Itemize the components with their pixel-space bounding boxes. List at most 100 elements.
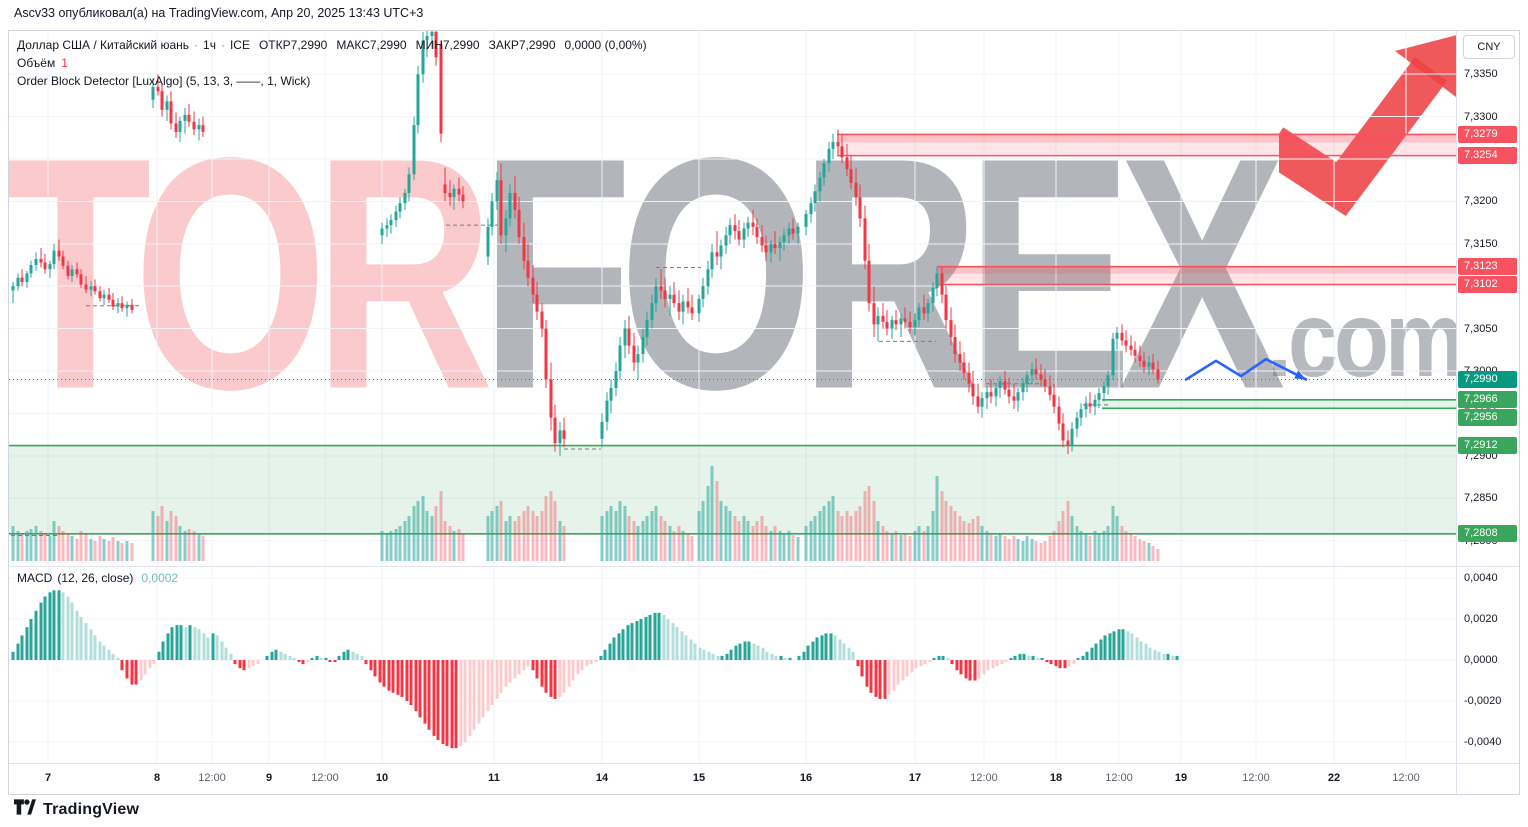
macd-bar bbox=[184, 627, 188, 660]
candle-body bbox=[187, 114, 191, 122]
macd-bar bbox=[66, 596, 70, 660]
candle-body bbox=[885, 321, 889, 329]
volume-bar bbox=[1093, 531, 1097, 561]
candle-body bbox=[760, 237, 764, 246]
macd-legend-row[interactable]: MACD (12, 26, close) 0,0002 bbox=[17, 571, 178, 585]
macd-bar bbox=[553, 660, 557, 699]
chart-plot[interactable] bbox=[9, 31, 1456, 795]
price-axis[interactable]: CNY 7,33507,33007,32507,32007,31507,3100… bbox=[1456, 31, 1519, 794]
volume-bar bbox=[867, 486, 871, 561]
candle-body bbox=[125, 304, 129, 309]
volume-bar bbox=[70, 536, 74, 561]
macd-bar bbox=[418, 660, 422, 718]
volume-bar bbox=[116, 541, 120, 561]
volume-bar bbox=[490, 511, 494, 561]
candle-body bbox=[107, 294, 111, 300]
candle-body bbox=[1021, 383, 1025, 393]
candle-body bbox=[403, 192, 407, 204]
candle-body bbox=[443, 184, 447, 193]
candle-body bbox=[457, 188, 461, 195]
volume-bar bbox=[1097, 533, 1101, 561]
volume-bar bbox=[881, 526, 885, 561]
volume-bar bbox=[791, 535, 795, 561]
macd-bar bbox=[238, 660, 242, 669]
candle-body bbox=[645, 320, 649, 338]
volume-bar bbox=[1043, 541, 1047, 561]
candle-body bbox=[605, 400, 609, 422]
candle-body bbox=[416, 74, 420, 126]
macd-bar bbox=[351, 651, 355, 660]
candle-body bbox=[944, 294, 948, 321]
pane-separator[interactable] bbox=[9, 566, 1519, 567]
macd-bar bbox=[89, 629, 93, 660]
macd-bar bbox=[1094, 643, 1098, 660]
trend-arrow-annotation[interactable] bbox=[1184, 357, 1308, 381]
time-axis-label: 15 bbox=[692, 772, 706, 784]
candle-body bbox=[1093, 399, 1097, 407]
symbol-legend-row[interactable]: Доллар США / Китайский юань · 1ч · ICE О… bbox=[17, 36, 647, 54]
macd-bar bbox=[1027, 655, 1031, 660]
candle-body bbox=[967, 372, 971, 384]
macd-bar bbox=[102, 645, 106, 660]
candle-body bbox=[151, 86, 155, 100]
volume-bar bbox=[854, 511, 858, 561]
macd-bar bbox=[923, 660, 927, 665]
volume-bar bbox=[130, 543, 134, 561]
volume-bar bbox=[600, 516, 604, 561]
volume-bar bbox=[403, 521, 407, 561]
candle-body bbox=[89, 286, 93, 290]
macd-bar bbox=[211, 633, 215, 660]
price-level-badge: 7,2912 bbox=[1458, 437, 1517, 455]
footer-branding[interactable]: TradingView bbox=[14, 799, 139, 820]
indicator-legend-row[interactable]: Order Block Detector [LuxAlgo] (5, 13, 3… bbox=[17, 74, 311, 88]
volume-bar bbox=[1057, 521, 1061, 561]
published-byline[interactable]: Ascv33 опубликовал(а) на TradingView.com… bbox=[14, 6, 424, 20]
macd-bar bbox=[324, 657, 328, 660]
macd-bar bbox=[499, 660, 503, 693]
macd-bar bbox=[680, 631, 684, 660]
candle-body bbox=[66, 265, 70, 277]
macd-bar bbox=[175, 625, 179, 660]
candle-body bbox=[169, 101, 173, 124]
macd-axis-label: -0,0020 bbox=[1464, 695, 1502, 707]
volume-bar bbox=[499, 501, 503, 561]
time-axis[interactable]: 7 8 12:00 9 12:00 10 11 14 15 16 17 12:00 18 12:00 19 1… bbox=[9, 763, 1456, 794]
candle-body bbox=[903, 318, 907, 322]
macd-bar bbox=[1063, 660, 1067, 669]
time-axis-label: 8 bbox=[153, 772, 161, 784]
currency-toggle[interactable]: CNY bbox=[1463, 35, 1515, 59]
candle-body bbox=[490, 201, 494, 227]
volume-bar bbox=[549, 491, 553, 561]
time-axis-label: 22 bbox=[1327, 772, 1341, 784]
time-axis-label: 12:00 bbox=[311, 772, 339, 784]
price-level-badge: 7,2956 bbox=[1458, 409, 1517, 427]
macd-bar bbox=[720, 655, 724, 660]
macd-bar bbox=[125, 660, 129, 679]
volume-value: 1 bbox=[61, 56, 68, 70]
macd-bar bbox=[57, 590, 61, 660]
candle-body bbox=[715, 252, 719, 257]
volume-bar bbox=[526, 506, 530, 561]
macd-bar bbox=[644, 616, 648, 660]
macd-bar bbox=[427, 660, 431, 730]
volume-bar bbox=[813, 516, 817, 561]
volume-bar bbox=[913, 531, 917, 561]
volume-bar bbox=[944, 501, 948, 561]
candle-body bbox=[980, 398, 984, 407]
macd-bar bbox=[874, 660, 878, 697]
macd-bar bbox=[1054, 660, 1058, 667]
volume-bar bbox=[632, 521, 636, 561]
macd-bar bbox=[134, 660, 138, 685]
price-level-badge: 7,2990 bbox=[1458, 370, 1517, 388]
volume-legend-row[interactable]: Объём 1 bbox=[17, 54, 647, 72]
macd-bar bbox=[251, 660, 255, 667]
candle-body bbox=[120, 303, 124, 309]
candle-body bbox=[1147, 362, 1151, 367]
watermark-text-dark: FOREX bbox=[480, 89, 1285, 458]
volume-bar bbox=[724, 506, 728, 561]
macd-bar bbox=[130, 660, 134, 685]
candle-body bbox=[663, 290, 667, 299]
volume-bar bbox=[742, 516, 746, 561]
macd-bar bbox=[887, 660, 891, 695]
candle-body bbox=[940, 273, 944, 295]
